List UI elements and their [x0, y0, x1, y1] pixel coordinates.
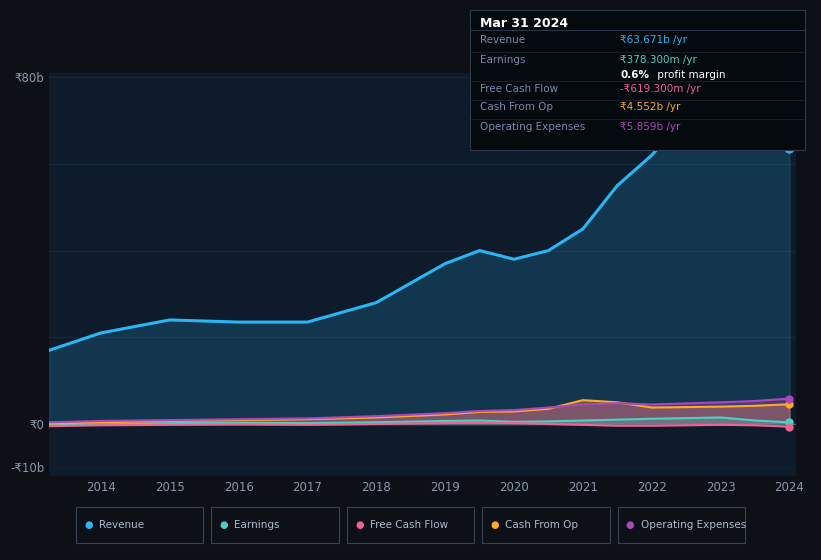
Text: Operating Expenses: Operating Expenses: [479, 122, 585, 132]
Text: ₹5.859b /yr: ₹5.859b /yr: [621, 122, 681, 132]
Text: Earnings: Earnings: [235, 520, 280, 530]
Text: Cash From Op: Cash From Op: [479, 102, 553, 113]
Text: Operating Expenses: Operating Expenses: [641, 520, 746, 530]
Text: ₹378.300m /yr: ₹378.300m /yr: [621, 55, 697, 65]
Text: profit margin: profit margin: [654, 69, 726, 80]
Text: ●: ●: [490, 520, 499, 530]
Text: Revenue: Revenue: [99, 520, 144, 530]
Point: [783, 143, 796, 152]
Text: ●: ●: [355, 520, 364, 530]
Text: Mar 31 2024: Mar 31 2024: [479, 17, 568, 30]
Point: [783, 418, 796, 427]
Point: [783, 422, 796, 431]
Text: Revenue: Revenue: [479, 35, 525, 45]
Text: ●: ●: [626, 520, 635, 530]
Text: Cash From Op: Cash From Op: [506, 520, 578, 530]
Text: ●: ●: [219, 520, 228, 530]
Text: ₹4.552b /yr: ₹4.552b /yr: [621, 102, 681, 113]
Text: Free Cash Flow: Free Cash Flow: [479, 84, 557, 94]
Text: ●: ●: [84, 520, 93, 530]
Text: ₹63.671b /yr: ₹63.671b /yr: [621, 35, 687, 45]
Text: 0.6%: 0.6%: [621, 69, 649, 80]
Point: [783, 400, 796, 409]
Text: Free Cash Flow: Free Cash Flow: [370, 520, 448, 530]
Text: Earnings: Earnings: [479, 55, 525, 65]
Text: -₹619.300m /yr: -₹619.300m /yr: [621, 84, 701, 94]
Point: [783, 394, 796, 403]
